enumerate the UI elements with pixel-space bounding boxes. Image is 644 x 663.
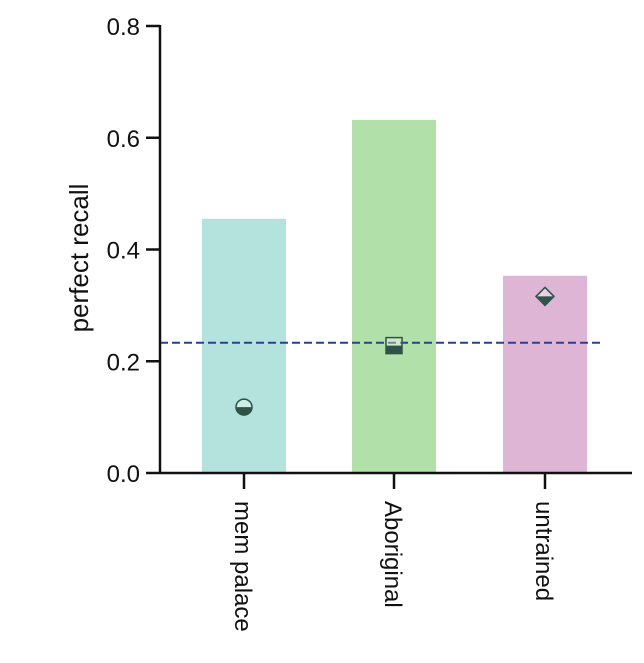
marker-circle <box>235 398 253 416</box>
x-tick-label: mem palace <box>229 501 256 632</box>
bar-untrained <box>503 275 587 473</box>
marker-square <box>385 336 403 355</box>
x-tick-label: Aboriginal <box>379 501 406 608</box>
markers-layer <box>235 286 556 416</box>
y-tick-label: 0.0 <box>107 461 140 488</box>
y-tick-label: 0.8 <box>107 14 140 41</box>
axes-layer <box>146 24 632 489</box>
marker-diamond <box>534 286 556 307</box>
bar-mem-palace <box>202 218 286 473</box>
bar-aboriginal <box>352 119 436 474</box>
x-tick-label: untrained <box>530 501 557 601</box>
labels-layer: perfect recall 0.0 0.2 0.4 0.6 0.8 mem palace… <box>64 14 557 632</box>
y-tick-label: 0.4 <box>107 238 140 265</box>
bars-layer <box>202 119 587 474</box>
y-axis-label: perfect recall <box>64 184 94 333</box>
y-tick-label: 0.6 <box>107 126 140 153</box>
y-tick-label: 0.2 <box>107 349 140 376</box>
